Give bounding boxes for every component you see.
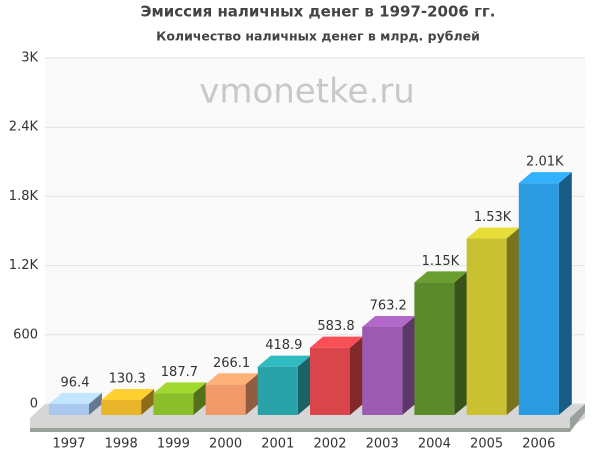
x-tick-label: 2001: [261, 437, 294, 452]
x-tick-label: 1997: [52, 437, 85, 452]
bar: [518, 172, 572, 415]
bar-front: [518, 183, 559, 415]
bar-front: [205, 384, 246, 415]
bar-top: [310, 336, 363, 348]
watermark: vmonetke.ru: [199, 72, 415, 112]
bar-side: [506, 227, 520, 415]
value-label: 583.8: [317, 319, 354, 334]
bar: [153, 382, 207, 415]
y-tick-label: 1.2K: [9, 258, 39, 273]
x-tick-label: 1999: [157, 437, 190, 452]
value-label: 2.01K: [526, 155, 564, 170]
bar-front: [153, 393, 194, 415]
value-label: 1.53K: [474, 210, 512, 225]
bar-top: [153, 382, 207, 394]
bar-side: [350, 336, 363, 415]
bar-side: [193, 382, 207, 415]
bar-front: [101, 399, 142, 415]
y-tick-label: 1.8K: [9, 189, 39, 204]
chart-subtitle: Количество наличных денег в млрд. рублей: [156, 29, 480, 44]
bar-side: [297, 355, 311, 415]
value-label: 187.7: [161, 365, 198, 380]
x-tick-label: 2000: [209, 437, 242, 452]
bar: [257, 355, 311, 415]
bar-top: [257, 355, 311, 367]
bar-top: [101, 388, 155, 400]
x-tick-label: 1998: [105, 437, 138, 452]
bar-front: [414, 282, 455, 415]
x-tick-label: 2006: [522, 437, 555, 452]
bar: [362, 315, 416, 415]
value-label: 1.15K: [422, 254, 460, 269]
x-tick-label: 2005: [470, 437, 503, 452]
bar-top: [518, 172, 572, 184]
bar-top: [205, 373, 259, 385]
chart-title: Эмиссия наличных денег в 1997-2006 гг.: [141, 3, 496, 21]
bar-side: [89, 392, 102, 415]
bar-front: [257, 366, 298, 415]
floor-edge: [30, 404, 585, 432]
value-label: 418.9: [265, 338, 302, 353]
bar-side: [245, 373, 259, 415]
bar-side: [558, 172, 572, 415]
bar-side: [454, 271, 468, 415]
bar-top: [466, 227, 520, 239]
bar-front: [362, 326, 403, 415]
bar-top: [362, 315, 416, 327]
x-tick-label: 2004: [418, 437, 451, 452]
bar-front: [310, 347, 350, 415]
bar-top: [414, 271, 468, 283]
bar-side: [402, 315, 416, 415]
bar-top: [49, 392, 102, 404]
y-tick-label: 2.4K: [9, 120, 39, 135]
value-label: 96.4: [61, 375, 90, 390]
bar-side: [141, 388, 155, 415]
bar: [466, 227, 520, 415]
x-tick-label: 2003: [366, 437, 399, 452]
y-tick-label: 3K: [21, 51, 38, 66]
value-label: 763.2: [370, 298, 407, 313]
x-tick-label: 2002: [313, 437, 346, 452]
bar-front: [466, 238, 507, 415]
bar: [414, 271, 468, 415]
bar: [310, 336, 363, 415]
y-tick-label: 600: [13, 327, 38, 342]
value-label: 266.1: [213, 356, 250, 371]
value-label: 130.3: [109, 371, 146, 386]
bar-front: [49, 403, 89, 415]
bar: [49, 392, 102, 415]
bar: [205, 373, 259, 415]
y-tick-label: 0: [30, 397, 38, 412]
bar: [101, 388, 155, 415]
